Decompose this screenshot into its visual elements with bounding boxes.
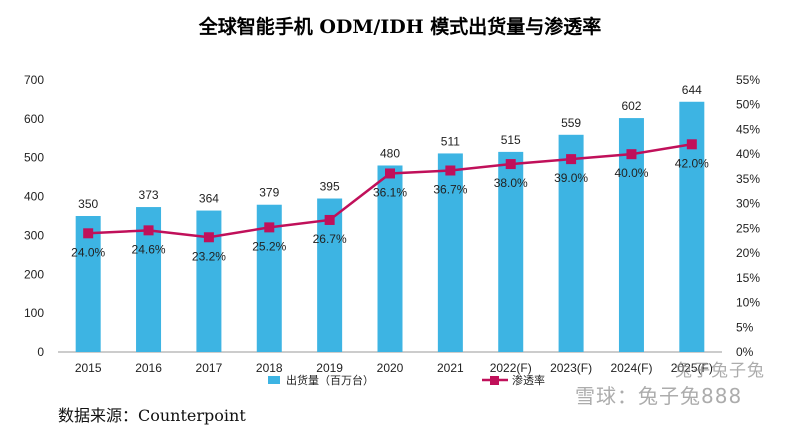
bar-value-label: 511	[441, 134, 460, 148]
bar-series: 350 373 364 379 395 480 511 515 559 602 644	[75, 83, 705, 352]
x-tick-label: 2016	[135, 361, 162, 375]
y-right-tick-label: 30%	[736, 197, 760, 211]
line-value-label: 42.0%	[675, 156, 709, 170]
line-value-label: 24.0%	[71, 245, 105, 259]
bar-value-label: 559	[561, 116, 581, 130]
y-left-tick-label: 400	[24, 190, 44, 204]
watermark-handle: 兔子兔子兔	[675, 361, 765, 381]
line-marker	[264, 222, 275, 233]
x-tick-label: 2024(F)	[610, 361, 652, 375]
chart-title: 全球智能手机 ODM/IDH 模式出货量与渗透率	[198, 15, 602, 38]
legend-line-marker	[490, 376, 499, 385]
y-right-tick-label: 40%	[736, 147, 760, 161]
bar	[196, 210, 222, 352]
bar	[498, 151, 524, 352]
line-marker	[626, 149, 637, 160]
y-left-tick-label: 0	[37, 345, 44, 359]
y-left-tick-label: 100	[24, 306, 44, 320]
x-tick-label: 2023(F)	[550, 361, 592, 375]
line-marker	[203, 232, 214, 243]
bar-value-label: 379	[259, 186, 279, 200]
line-marker	[445, 165, 456, 176]
x-tick-label: 2015	[75, 361, 102, 375]
source-note: 数据来源：Counterpoint	[58, 406, 246, 425]
bar-value-label: 350	[78, 197, 98, 211]
y-right-tick-label: 50%	[736, 98, 760, 112]
line-marker	[566, 154, 577, 165]
legend-line-label: 渗透率	[512, 373, 545, 387]
line-value-label: 25.2%	[252, 239, 286, 253]
line-value-label: 40.0%	[614, 166, 648, 180]
watermark-site: 雪球：兔子兔888	[575, 384, 743, 408]
line-marker	[686, 139, 697, 150]
y-right-tick-label: 15%	[736, 271, 760, 285]
bar-value-label: 602	[621, 99, 641, 113]
axes-layer: 2015 2016 2017 2018 2019 2020 2021 2022(F) 2023(…	[24, 73, 760, 375]
y-left-tick-label: 600	[24, 112, 44, 126]
y-right-tick-label: 55%	[736, 73, 760, 87]
bar-value-label: 373	[139, 188, 159, 202]
line-value-label: 24.6%	[132, 242, 166, 256]
y-left-tick-label: 200	[24, 267, 44, 281]
y-right-tick-label: 10%	[736, 296, 760, 310]
y-right-tick-label: 45%	[736, 122, 760, 136]
y-right-tick-label: 35%	[736, 172, 760, 186]
bar	[558, 134, 584, 352]
y-right-tick-label: 25%	[736, 221, 760, 235]
line-marker	[83, 228, 94, 239]
y-left-tick-label: 500	[24, 151, 44, 165]
y-right-tick-label: 0%	[736, 345, 754, 359]
bar-value-label: 395	[320, 180, 340, 194]
legend-bar-label: 出货量（百万台）	[286, 373, 374, 387]
x-tick-label: 2019	[316, 361, 343, 375]
y-left-tick-label: 700	[24, 73, 44, 87]
y-right-tick-label: 20%	[736, 246, 760, 260]
y-right-tick-label: 5%	[736, 320, 754, 334]
bar-value-label: 515	[501, 133, 521, 147]
line-series: 24.0% 24.6% 23.2% 25.2% 26.7% 36.1% 36.7% 38.0%…	[71, 139, 709, 263]
line-value-label: 26.7%	[313, 232, 347, 246]
x-tick-label: 2025(F)	[671, 361, 713, 375]
line-value-label: 38.0%	[494, 176, 528, 190]
x-tick-label: 2021	[437, 361, 464, 375]
bar-value-label: 644	[682, 83, 702, 97]
bar-value-label: 364	[199, 192, 219, 206]
x-tick-label: 2020	[377, 361, 404, 375]
line-value-label: 23.2%	[192, 249, 226, 263]
line-marker	[505, 159, 516, 170]
y-left-tick-label: 300	[24, 228, 44, 242]
line-value-label: 39.0%	[554, 171, 588, 185]
legend-bar-swatch	[268, 376, 280, 384]
line-marker	[385, 168, 395, 179]
x-tick-label: 2017	[196, 361, 223, 375]
x-tick-label: 2018	[256, 361, 283, 375]
bar-value-label: 480	[380, 146, 400, 160]
line-marker	[324, 214, 335, 225]
x-tick-label: 2022(F)	[490, 361, 532, 375]
line-marker	[143, 225, 154, 236]
bar	[437, 153, 463, 352]
legend: 出货量（百万台） 渗透率	[268, 373, 545, 387]
line-value-label: 36.1%	[373, 185, 407, 199]
bar	[75, 216, 101, 352]
bar	[377, 165, 403, 352]
line-value-label: 36.7%	[433, 183, 467, 197]
